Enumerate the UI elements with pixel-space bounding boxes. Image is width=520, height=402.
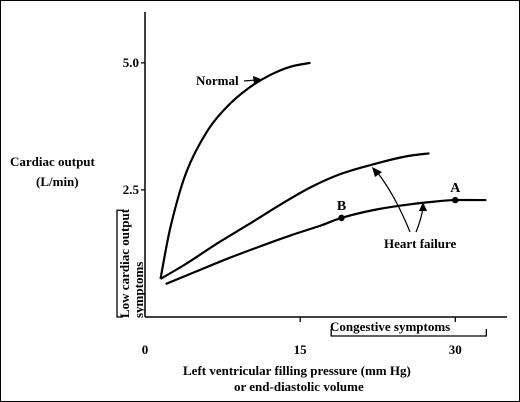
x-axis-label-line1: Left ventricular filling pressure (mm Hg… xyxy=(183,363,411,378)
curves xyxy=(159,61,487,285)
x-tick-label: 15 xyxy=(294,342,308,357)
normal-arrowhead xyxy=(253,76,261,84)
heart-failure-arrowhead-2 xyxy=(419,202,427,211)
normal-label: Normal xyxy=(196,73,239,88)
low-output-label-line1: Low cardiac output xyxy=(117,208,132,318)
heart-failure-curve-1 xyxy=(159,152,430,280)
low-output-label-line2: symptoms xyxy=(131,262,146,318)
point-a xyxy=(452,196,459,204)
axis-ticks: 0 15 30 2.5 5.0 xyxy=(123,55,462,357)
point-b xyxy=(338,214,345,222)
x-axis-label-line2: or end-diastolic volume xyxy=(234,379,364,394)
heart-failure-curve-2 xyxy=(165,198,487,285)
y-axis-label-line1: Cardiac output xyxy=(10,154,96,169)
heart-failure-arrowhead-1 xyxy=(372,167,382,177)
x-tick-label: 30 xyxy=(449,342,462,357)
point-label-b: B xyxy=(337,199,346,214)
x-tick-label: 0 xyxy=(142,342,149,357)
low-output-bracket xyxy=(116,209,123,318)
heart-failure-arrow-2 xyxy=(415,207,424,233)
y-tick-label: 5.0 xyxy=(123,55,139,70)
data-points: BA xyxy=(337,181,461,222)
normal-curve xyxy=(159,61,311,280)
heart-failure-arrow-1 xyxy=(376,171,411,233)
heart-failure-label: Heart failure xyxy=(384,236,457,251)
congestive-label: Congestive symptoms xyxy=(330,319,450,334)
y-axis-label-line2: (L/min) xyxy=(36,174,79,189)
point-label-a: A xyxy=(450,181,461,196)
congestive-bracket xyxy=(330,329,487,337)
y-tick-label: 2.5 xyxy=(123,182,140,197)
